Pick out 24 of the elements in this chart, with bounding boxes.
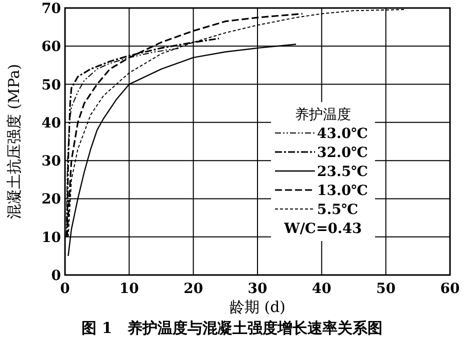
y-tick-label: 60 [42, 39, 62, 56]
y-axis-title: 混凝土抗压强度 (MPa) [5, 64, 23, 220]
x-tick-label: 40 [312, 281, 332, 297]
y-tick-label: 40 [42, 115, 62, 132]
x-tick-label: 60 [440, 281, 460, 297]
legend-label: 5.5℃ [317, 202, 358, 218]
y-tick-label: 70 [42, 1, 62, 17]
x-tick-label: 20 [184, 281, 204, 297]
y-tick-label: 50 [42, 77, 62, 94]
y-tick-label: 0 [51, 268, 62, 284]
y-tick-label: 30 [42, 154, 62, 170]
legend-title: 养护温度 [295, 107, 351, 123]
legend-label: 32.0℃ [317, 145, 368, 161]
legend-label: 43.0℃ [317, 126, 368, 142]
x-tick-label: 10 [119, 281, 140, 297]
legend-label: 13.0℃ [317, 183, 368, 199]
text: 图 1 养护温度与混凝土强度增长速率关系图 [82, 319, 382, 337]
annotation: W/C=0.43 [283, 221, 362, 237]
x-tick-label: 50 [376, 281, 396, 297]
x-axis-title: 龄期 (d) [229, 298, 286, 316]
y-tick-label: 20 [42, 192, 62, 208]
x-tick-label: 30 [248, 281, 268, 297]
legend-label: 23.5℃ [317, 164, 368, 180]
y-tick-label: 10 [42, 230, 62, 246]
